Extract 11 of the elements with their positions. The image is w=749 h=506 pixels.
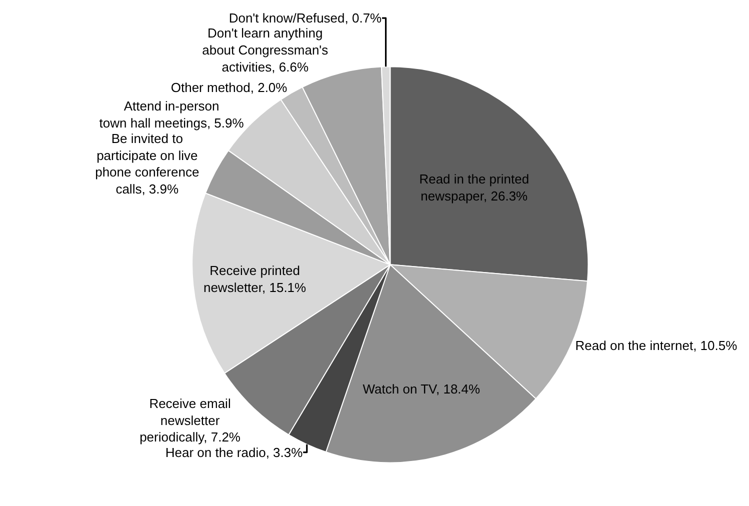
slice-label: Be invited to participate on live phone conference calls, 3.9% bbox=[95, 130, 200, 197]
slice-label: Read in the printed newspaper, 26.3% bbox=[419, 171, 530, 204]
slice-label: Receive email newsletter periodically, 7.2% bbox=[140, 396, 241, 445]
slice-label: Hear on the radio, 3.3% bbox=[165, 444, 304, 460]
slice-label: Receive printed newsletter, 15.1% bbox=[203, 262, 307, 295]
slice-label: Don't know/Refused, 0.7% bbox=[228, 10, 382, 26]
slice-label: Attend in-person town hall meetings, 5.9% bbox=[99, 98, 244, 130]
slice-label: Watch on TV, 18.4% bbox=[362, 381, 481, 396]
slice-label: Don't learn anything about Congressman's activities, 6.6% bbox=[202, 26, 329, 74]
slice-label: Other method, 2.0% bbox=[170, 80, 288, 95]
slice-label: Read on the internet, 10.5% bbox=[575, 338, 738, 353]
